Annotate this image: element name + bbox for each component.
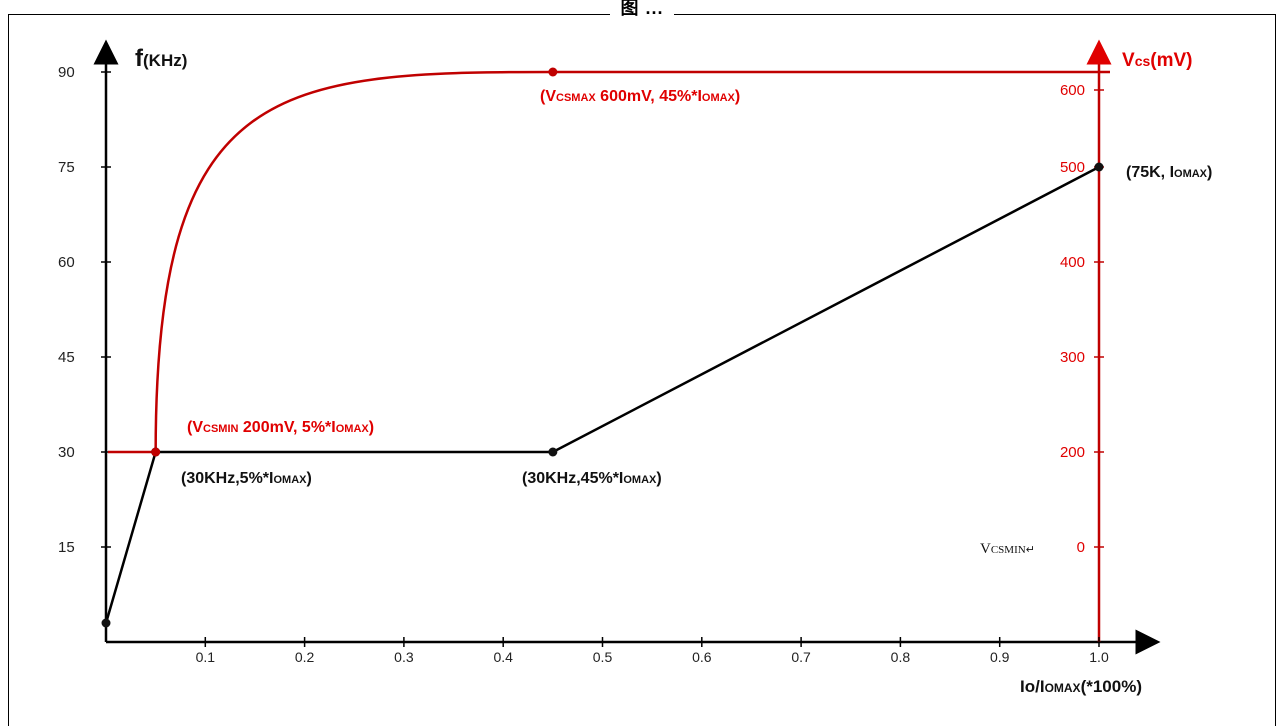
y-axis-right-ticks: 0 200 300 400 500 600	[1060, 82, 1104, 556]
x-tick-label: 1.0	[1089, 649, 1109, 665]
series-line-f	[104, 165, 1100, 624]
series-line-vcs	[154, 70, 553, 453]
vcs-data-point	[548, 67, 558, 77]
figure-caption: 图 ...	[0, 0, 1284, 20]
annotation-75k: (75K, IOMAX)	[1126, 164, 1212, 181]
y-left-tick-label: 60	[58, 254, 75, 271]
x-tick-label: 0.2	[295, 649, 315, 665]
y-left-tick-label: 15	[58, 539, 75, 556]
annotation-30khz-45: (30KHz,45%*IOMAX)	[522, 470, 662, 487]
y-right-tick-label: 400	[1060, 254, 1085, 271]
y-axis-left-ticks: 15 30 45 60 75 90	[58, 64, 111, 556]
series-group	[104, 70, 1100, 624]
annotation-vcsmin: (VCSMIN 200mV, 5%*IOMAX)	[187, 419, 374, 436]
y-axis-left-title: f(KHz)	[135, 45, 187, 72]
y-left-tick-label: 75	[58, 159, 75, 176]
x-tick-label: 0.8	[891, 649, 911, 665]
annotation-vcsmin-note: VCSMIN↵	[980, 541, 1035, 557]
y-left-tick-label: 30	[58, 444, 75, 461]
x-tick-label: 0.3	[394, 649, 414, 665]
y-right-tick-label: 600	[1060, 82, 1085, 99]
y-left-tick-label: 90	[58, 64, 75, 81]
annotation-30khz-5: (30KHz,5%*IOMAX)	[181, 470, 312, 487]
y-right-tick-label: 500	[1060, 159, 1085, 176]
y-axis-right-title: Vcs(mV)	[1122, 50, 1193, 71]
vcs-data-point	[151, 447, 161, 457]
y-right-tick-label: 300	[1060, 349, 1085, 366]
f-data-point	[101, 618, 111, 628]
f-data-point	[548, 447, 558, 457]
x-tick-label: 0.4	[493, 649, 513, 665]
figure-caption-text: 图 ...	[610, 0, 674, 18]
x-tick-label: 0.9	[990, 649, 1010, 665]
points-group	[101, 67, 1104, 628]
y-axis-left-title-unit: (KHz)	[143, 51, 187, 70]
y-right-tick-label: 0	[1077, 539, 1085, 556]
x-tick-label: 0.6	[692, 649, 712, 665]
x-tick-label: 0.5	[593, 649, 613, 665]
y-right-tick-label: 200	[1060, 444, 1085, 461]
annotation-vcsmax: (VCSMAX 600mV, 45%*IOMAX)	[540, 88, 740, 105]
f-data-point	[1094, 162, 1104, 172]
x-axis-ticks: 0.1 0.2 0.3 0.4 0.5 0.6 0.7 0.8 0.9 1.0	[196, 637, 1109, 665]
x-axis-title: Io/IOMAX(*100%)	[1020, 677, 1142, 696]
x-tick-label: 0.1	[196, 649, 216, 665]
y-left-tick-label: 45	[58, 349, 75, 366]
x-tick-label: 0.7	[791, 649, 811, 665]
